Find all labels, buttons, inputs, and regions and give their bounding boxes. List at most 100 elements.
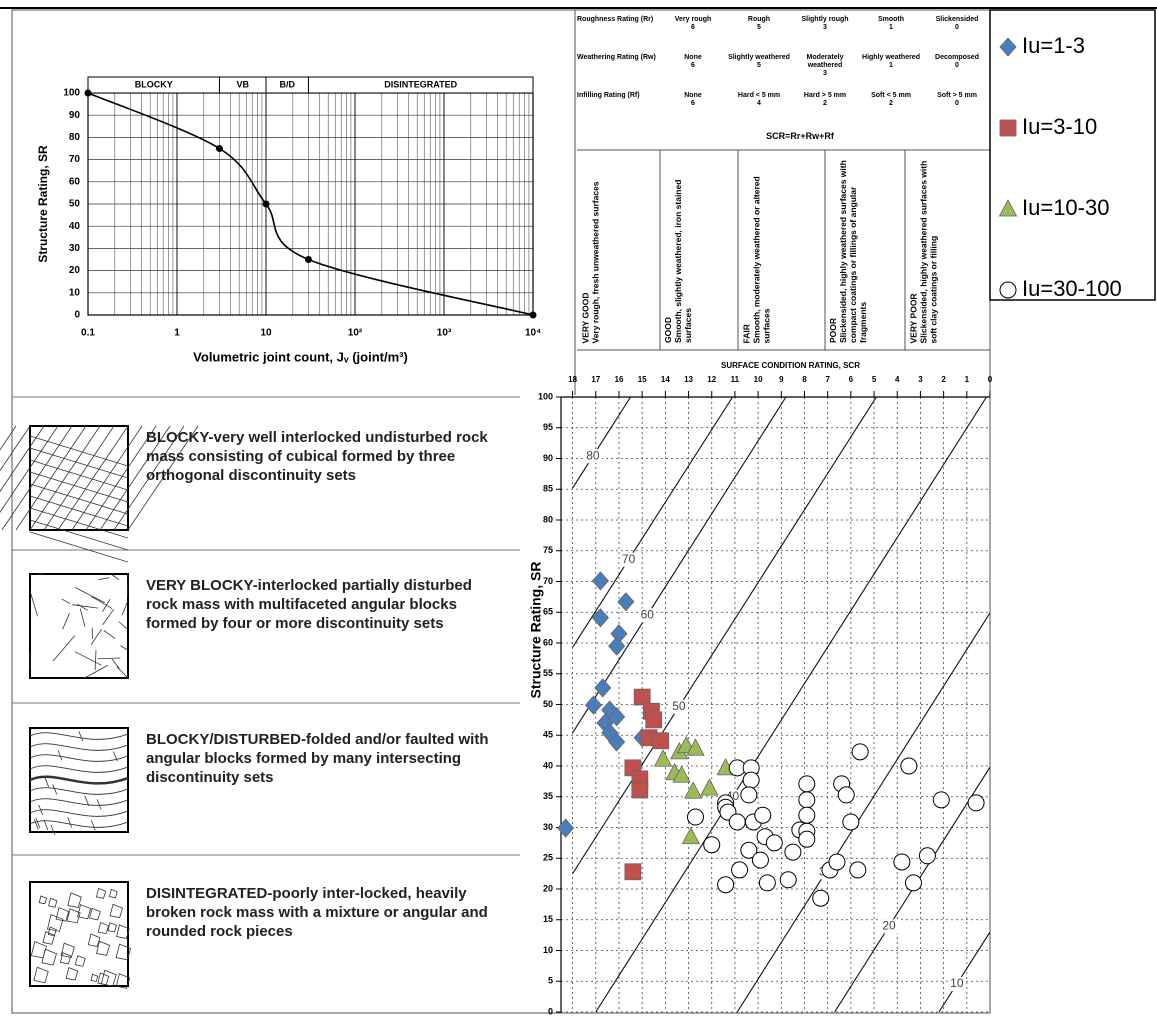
x-tick-label: 14 <box>661 375 670 384</box>
icon-shape <box>97 921 109 935</box>
condition-text: Slickensided, highly weathered surfaces … <box>838 160 868 343</box>
icon-shape <box>100 969 117 987</box>
icon-shape <box>109 903 123 919</box>
icon-line <box>35 817 41 829</box>
condition-text: Smooth, moderately weathered or altered … <box>751 175 771 343</box>
y-tick-label: 80 <box>69 132 81 143</box>
icon-shape <box>42 931 56 945</box>
surface-condition: GOOD Smooth, slightly weathered, iron sta… <box>660 152 738 348</box>
cell-text: Smooth <box>877 16 905 23</box>
surface-condition: FAIR Smooth, moderately weathered or alte… <box>738 152 825 348</box>
point <box>84 89 92 97</box>
marker <box>851 743 869 761</box>
icon-line <box>29 820 129 828</box>
x-tick-label: 11 <box>731 375 740 384</box>
icon-line <box>98 577 110 580</box>
icon-shape <box>38 895 47 905</box>
marker <box>608 636 626 656</box>
icon-line <box>29 507 129 539</box>
x-tick-label: 0.1 <box>81 328 95 339</box>
icon-shape <box>115 943 132 961</box>
icon-line <box>0 425 45 493</box>
icon-line <box>120 645 129 651</box>
cell-rating: 1 <box>889 24 893 31</box>
y-tick-label: 20 <box>69 265 81 276</box>
y-tick-label: 35 <box>543 791 553 801</box>
x-tick-label: 5 <box>872 375 877 384</box>
x-tick-label: 1 <box>965 375 970 384</box>
icon-shape <box>30 941 47 959</box>
marker <box>608 707 626 727</box>
icon-line <box>43 425 115 531</box>
row-label: Infilling Rating (Rf) <box>577 92 640 99</box>
marker <box>594 678 612 698</box>
row-label: Weathering Rating (Rw) <box>577 54 656 61</box>
sr-curve <box>87 92 534 316</box>
icon-line <box>29 732 129 740</box>
icon-line <box>84 664 109 679</box>
marker <box>998 199 1018 217</box>
icon-line <box>71 604 99 609</box>
icon-shape <box>87 933 101 947</box>
icon-shape <box>33 966 49 984</box>
cell: Moderately weathered 3 <box>792 54 858 78</box>
cell: None 6 <box>660 92 726 108</box>
y-tick-label: 10 <box>543 945 553 955</box>
legend-box <box>989 9 1156 301</box>
cell-rating: 2 <box>823 100 827 107</box>
condition-text: Slickensided, highly weathered surfaces … <box>918 160 938 343</box>
icon-line <box>29 798 129 806</box>
marker <box>798 791 816 809</box>
contour-label-bg <box>583 449 602 464</box>
condition-text: Smooth, slightly weathered, iron stained… <box>673 179 693 343</box>
marker <box>999 281 1017 299</box>
icon-line <box>29 531 129 563</box>
cell-text: Hard < 5 mm <box>737 92 781 99</box>
legend-label: Iu=30-100 <box>1022 276 1122 301</box>
cell-text: None <box>684 92 702 99</box>
marker <box>798 806 816 824</box>
cell: Smooth 1 <box>858 16 924 32</box>
x-tick-label: 8 <box>802 375 807 384</box>
legend-label: Iu=1-3 <box>1022 33 1085 58</box>
marker <box>645 711 663 729</box>
icon-line <box>29 495 129 527</box>
x-tick-label: 15 <box>638 375 647 384</box>
marker <box>742 771 760 789</box>
marker <box>967 794 985 812</box>
x-tick-label: 10² <box>348 328 363 339</box>
icon-line <box>90 820 96 831</box>
y-tick-label: 40 <box>69 221 81 232</box>
icon-line <box>1 425 73 531</box>
cell-text: Hard > 5 mm <box>803 92 847 99</box>
structure-icon <box>29 727 129 836</box>
cell-text: None <box>684 54 702 61</box>
condition-title: GOOD <box>663 317 673 343</box>
marker <box>779 871 797 889</box>
icon-line <box>57 750 63 761</box>
surface-condition: VERY POOR Slickensided, highly weathered … <box>905 152 990 348</box>
y-tick-label: 0 <box>74 310 80 321</box>
formula: SCR=Rr+Rw+Rf <box>766 131 834 141</box>
icon-line <box>57 425 129 531</box>
icon-shape <box>95 887 107 899</box>
y-tick-label: 100 <box>538 391 553 401</box>
icon-line <box>29 459 129 491</box>
icon-line <box>79 608 86 628</box>
cell-text: Moderately weathered <box>806 54 844 69</box>
y-tick-label: 45 <box>543 730 553 740</box>
x-tick-label: 10³ <box>437 328 452 339</box>
icon-line <box>43 819 49 831</box>
marker <box>798 830 816 848</box>
cell: Highly weathered 1 <box>858 54 924 70</box>
icon-line <box>29 809 129 817</box>
x-tick-label: 10 <box>754 375 763 384</box>
condition-title: VERY POOR <box>908 292 918 343</box>
marker <box>681 826 701 845</box>
marker <box>842 813 860 831</box>
cell-text: Decomposed <box>935 54 979 61</box>
cell-text: Slickensided <box>935 16 979 23</box>
y-tick-label: 30 <box>543 822 553 832</box>
icon-line <box>29 754 129 762</box>
gsi-contour <box>572 397 632 489</box>
